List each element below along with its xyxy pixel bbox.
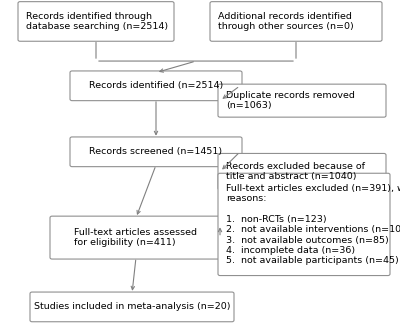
Text: Records excluded because of
title and abstract (n=1040): Records excluded because of title and ab… — [226, 162, 365, 181]
FancyBboxPatch shape — [70, 71, 242, 101]
Text: Full-text articles assessed
for eligibility (n=411): Full-text articles assessed for eligibil… — [74, 228, 198, 247]
FancyBboxPatch shape — [218, 153, 386, 190]
Text: Duplicate records removed
(n=1063): Duplicate records removed (n=1063) — [226, 91, 355, 110]
Text: Records screened (n=1451): Records screened (n=1451) — [90, 147, 222, 156]
Text: Records identified (n=2514): Records identified (n=2514) — [89, 81, 223, 90]
FancyBboxPatch shape — [218, 84, 386, 117]
FancyBboxPatch shape — [218, 173, 390, 276]
FancyBboxPatch shape — [18, 2, 174, 41]
Text: Full-text articles excluded (n=391), with
reasons:

1.  non-RCTs (n=123)
2.  not: Full-text articles excluded (n=391), wit… — [226, 183, 400, 265]
Text: Additional records identified
through other sources (n=0): Additional records identified through ot… — [218, 12, 354, 31]
Text: Records identified through
database searching (n=2514): Records identified through database sear… — [26, 12, 168, 31]
FancyBboxPatch shape — [210, 2, 382, 41]
FancyBboxPatch shape — [30, 292, 234, 322]
Text: Studies included in meta-analysis (n=20): Studies included in meta-analysis (n=20) — [34, 302, 230, 312]
FancyBboxPatch shape — [70, 137, 242, 167]
FancyBboxPatch shape — [50, 216, 222, 259]
